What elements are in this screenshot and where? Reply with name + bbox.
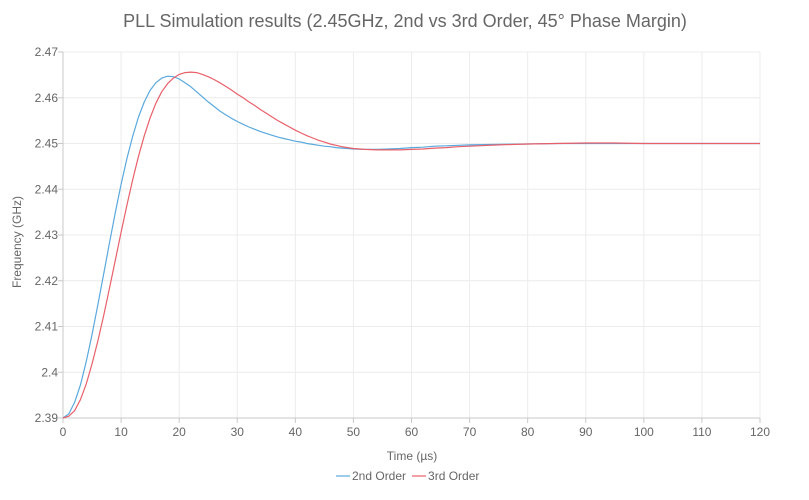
legend-label: 3rd Order xyxy=(428,469,479,483)
x-tick-label: 60 xyxy=(405,425,419,439)
x-tick-label: 80 xyxy=(521,425,535,439)
x-tick-label: 10 xyxy=(114,425,128,439)
legend[interactable]: 2nd Order 3rd Order xyxy=(336,469,479,483)
x-tick-label: 100 xyxy=(634,425,654,439)
series-lines xyxy=(62,71,760,419)
chart-title: PLL Simulation results (2.45GHz, 2nd vs … xyxy=(123,11,687,31)
y-tick-label: 2.42 xyxy=(35,274,59,288)
y-tick-label: 2.4 xyxy=(41,365,58,379)
axes xyxy=(58,51,761,423)
y-tick-label: 2.47 xyxy=(35,45,59,59)
y-tick-label: 2.45 xyxy=(35,137,59,151)
x-axis-ticks: 0 10 20 30 40 50 60 70 80 90 100 110 120 xyxy=(60,425,771,439)
legend-item-3rd-order[interactable]: 3rd Order xyxy=(412,469,479,483)
x-tick-label: 30 xyxy=(231,425,245,439)
y-axis-label: Frequency (GHz) xyxy=(10,196,24,288)
series-line-3rd-order xyxy=(62,71,760,419)
y-tick-label: 2.39 xyxy=(35,411,59,425)
x-tick-label: 120 xyxy=(750,425,770,439)
x-axis-label: Time (µs) xyxy=(387,449,437,463)
x-tick-label: 40 xyxy=(289,425,303,439)
legend-label: 2nd Order xyxy=(352,469,406,483)
x-tick-label: 0 xyxy=(60,425,67,439)
x-tick-label: 110 xyxy=(692,425,711,439)
legend-item-2nd-order[interactable]: 2nd Order xyxy=(336,469,406,483)
y-tick-label: 2.46 xyxy=(35,91,59,105)
y-tick-label: 2.44 xyxy=(35,182,59,196)
y-tick-label: 2.41 xyxy=(35,320,59,334)
grid xyxy=(62,51,761,419)
x-tick-label: 20 xyxy=(172,425,186,439)
x-tick-label: 70 xyxy=(463,425,477,439)
series-line-2nd-order xyxy=(62,75,760,419)
x-tick-label: 50 xyxy=(347,425,361,439)
x-tick-label: 90 xyxy=(579,425,593,439)
y-axis-ticks: 2.39 2.4 2.41 2.42 2.43 2.44 2.45 2.46 2.47 xyxy=(35,45,59,425)
y-tick-label: 2.43 xyxy=(35,228,59,242)
